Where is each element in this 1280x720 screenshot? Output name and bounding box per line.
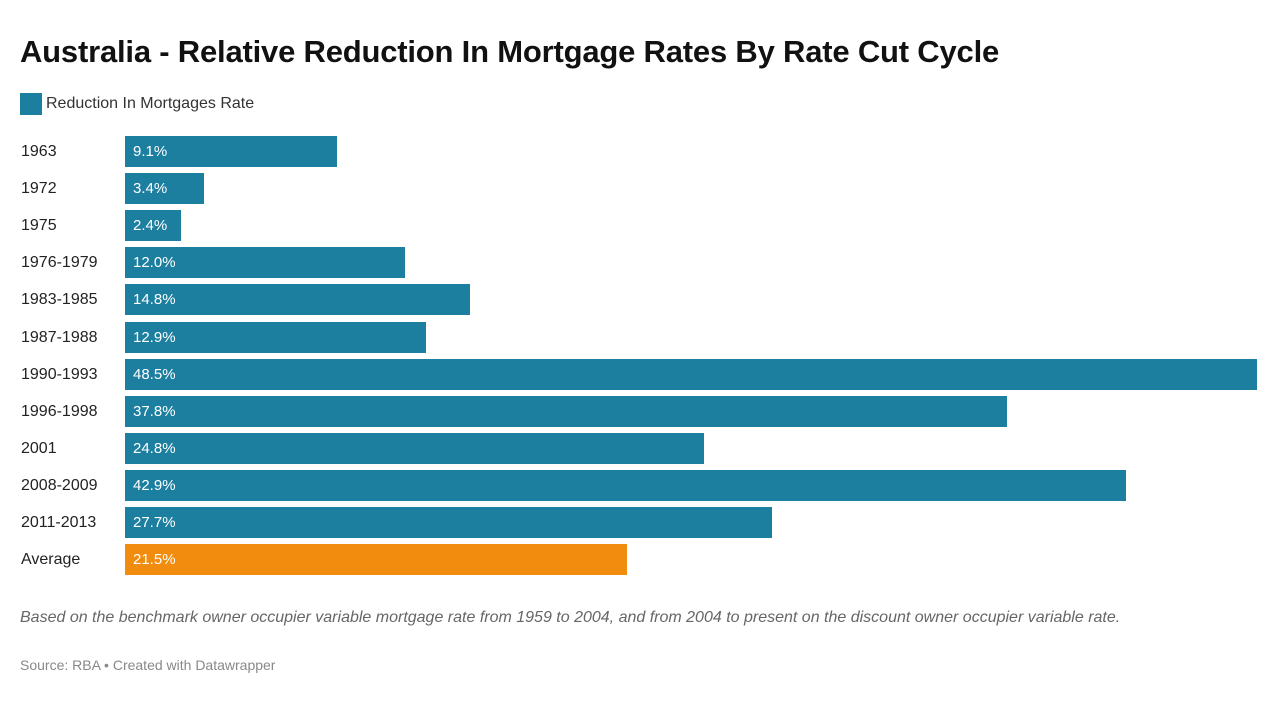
bar-value-label: 48.5%	[133, 366, 176, 383]
bar: 12.9%	[125, 322, 426, 353]
chart-notes: Based on the benchmark owner occupier va…	[20, 609, 1121, 626]
category-label: 1983-1985	[21, 291, 98, 308]
bar: 9.1%	[125, 136, 337, 167]
bar-value-label: 3.4%	[133, 180, 168, 197]
category-label: 1990-1993	[21, 366, 98, 383]
bar: 42.9%	[125, 470, 1126, 501]
bar-value-label: 21.5%	[133, 551, 176, 568]
bar-value-label: 37.8%	[133, 403, 176, 420]
bar: 12.0%	[125, 247, 405, 278]
category-label: 2008-2009	[21, 477, 98, 494]
bar: 37.8%	[125, 396, 1007, 427]
bar: 21.5%	[125, 544, 627, 575]
bar-value-label: 42.9%	[133, 477, 176, 494]
bar-value-label: 24.8%	[133, 440, 176, 457]
category-label: Average	[21, 551, 81, 568]
chart-source: Source: RBA • Created with Datawrapper	[20, 657, 276, 673]
legend-label: Reduction In Mortgages Rate	[46, 95, 255, 112]
category-label: 1975	[21, 217, 57, 234]
legend-swatch	[20, 93, 42, 115]
bar-value-label: 12.0%	[133, 254, 176, 271]
bar-value-label: 9.1%	[133, 143, 168, 160]
bar-value-label: 2.4%	[133, 217, 168, 234]
bar-value-label: 14.8%	[133, 291, 176, 308]
category-label: 1972	[21, 180, 57, 197]
category-label: 2001	[21, 440, 57, 457]
category-label: 1987-1988	[21, 329, 98, 346]
category-label: 1963	[21, 143, 57, 160]
chart-title: Australia - Relative Reduction In Mortga…	[20, 34, 1000, 69]
bar-value-label: 27.7%	[133, 514, 176, 531]
category-label: 2011-2013	[21, 514, 97, 531]
bar: 14.8%	[125, 284, 470, 315]
bar-value-label: 12.9%	[133, 329, 176, 346]
bar: 48.5%	[125, 359, 1257, 390]
legend: Reduction In Mortgages Rate	[20, 93, 254, 115]
category-label: 1976-1979	[21, 254, 98, 271]
bar: 24.8%	[125, 433, 704, 464]
bar-chart: 1963 9.1% 1972 3.4% 1975 2.4% 1976-1979 12.0% 19…	[21, 136, 1257, 575]
bar: 2.4%	[125, 210, 181, 241]
category-label: 1996-1998	[21, 403, 98, 420]
bar: 27.7%	[125, 507, 772, 538]
bar: 3.4%	[125, 173, 204, 204]
